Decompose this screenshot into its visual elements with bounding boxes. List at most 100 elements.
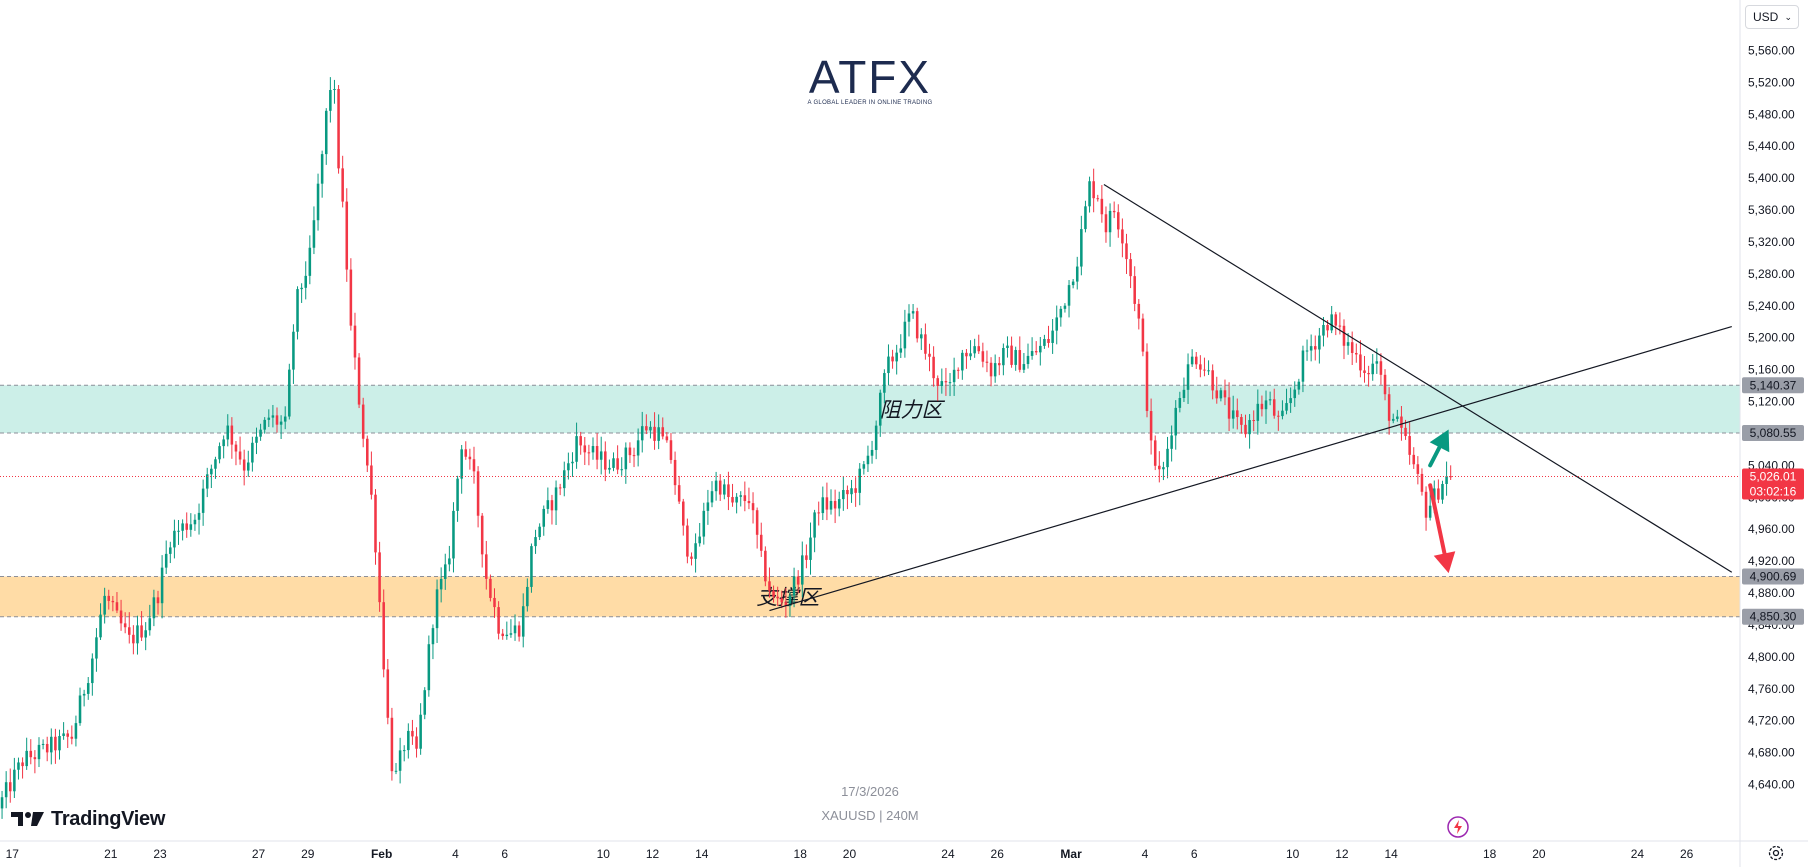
candle xyxy=(850,479,853,503)
candle xyxy=(238,436,242,465)
candle xyxy=(1006,336,1009,358)
candle xyxy=(1059,306,1063,327)
candle xyxy=(911,303,915,319)
tradingview-brand[interactable]: TradingView xyxy=(11,805,165,833)
candle xyxy=(973,338,976,358)
price-tag: 5,080.55 xyxy=(1742,425,1804,442)
candle xyxy=(562,461,566,497)
candle xyxy=(1346,332,1350,355)
lightning-icon[interactable] xyxy=(1446,815,1470,839)
candle xyxy=(1264,390,1268,424)
candle xyxy=(164,540,168,574)
x-tick-label: 4 xyxy=(1142,847,1149,861)
candle xyxy=(1359,340,1362,378)
candle xyxy=(4,771,8,809)
candle xyxy=(501,628,504,640)
candle xyxy=(283,406,287,430)
candle xyxy=(796,570,800,594)
candle xyxy=(604,441,607,482)
x-tick-label: 24 xyxy=(941,847,955,861)
candle xyxy=(698,522,701,547)
candle xyxy=(169,541,172,564)
candle xyxy=(234,441,238,466)
candle xyxy=(214,456,217,479)
candle xyxy=(54,728,57,764)
candle xyxy=(1289,387,1292,413)
x-tick-label: 4 xyxy=(452,847,459,861)
candle xyxy=(739,491,743,507)
candle xyxy=(1112,201,1116,219)
candle xyxy=(1092,168,1095,213)
candle xyxy=(1104,206,1108,243)
candle xyxy=(1231,395,1235,429)
candle xyxy=(690,552,693,566)
candle xyxy=(185,512,188,538)
candle xyxy=(1408,422,1411,465)
candle xyxy=(370,451,373,500)
candle xyxy=(29,739,33,765)
candle xyxy=(751,492,755,524)
gear-icon[interactable] xyxy=(1766,843,1786,863)
candle xyxy=(320,150,324,198)
candle xyxy=(1137,299,1141,330)
candle xyxy=(1071,279,1075,289)
candle xyxy=(887,344,890,386)
candle xyxy=(8,768,12,803)
candle xyxy=(1080,215,1083,276)
candle xyxy=(1043,334,1046,349)
candle xyxy=(1301,345,1305,393)
candle xyxy=(878,389,882,437)
candle xyxy=(837,491,841,517)
candle xyxy=(661,417,665,440)
x-tick-label: 18 xyxy=(1483,847,1497,861)
candle xyxy=(1153,435,1157,471)
candle xyxy=(1117,204,1120,238)
candle xyxy=(304,261,308,300)
arrow-down[interactable] xyxy=(1428,483,1456,574)
x-tick-label: 23 xyxy=(153,847,167,861)
trendline-1[interactable] xyxy=(769,325,1732,612)
candle xyxy=(177,520,180,545)
x-tick-label: 20 xyxy=(1532,847,1546,861)
candle xyxy=(1030,337,1034,360)
currency-select[interactable]: USD ⌄ xyxy=(1745,5,1799,29)
candle xyxy=(1002,343,1005,376)
x-axis-ticks: 17 21 23 27 29 Feb 4 6 10 12 14 18 20 24 26 Mar 4 6 10 12 14… xyxy=(6,847,1694,861)
currency-value: USD xyxy=(1753,10,1779,24)
x-tick-label: 20 xyxy=(843,847,857,861)
y-tick-label: 4,920.00 xyxy=(1748,554,1795,568)
candle xyxy=(111,595,115,612)
candle xyxy=(862,460,866,475)
candle xyxy=(1149,398,1153,455)
candle xyxy=(513,614,517,641)
candle xyxy=(669,432,673,464)
trendline-2[interactable] xyxy=(1103,184,1733,573)
candle xyxy=(275,407,279,433)
candle xyxy=(521,593,525,648)
atfx-logo: ATFX A GLOBAL LEADER IN ONLINE TRADING xyxy=(800,52,940,106)
y-tick-label: 4,640.00 xyxy=(1748,778,1795,792)
candle xyxy=(632,447,636,468)
candle xyxy=(115,592,119,614)
candle xyxy=(846,485,849,510)
candle xyxy=(456,475,459,522)
candle xyxy=(218,442,221,464)
arrow-up[interactable] xyxy=(1428,429,1450,468)
candle xyxy=(718,474,722,501)
candle xyxy=(226,414,230,447)
candle xyxy=(329,77,332,123)
y-tick-label: 4,800.00 xyxy=(1748,650,1795,664)
y-tick-label: 5,120.00 xyxy=(1748,395,1795,409)
candle xyxy=(567,452,570,480)
candle xyxy=(735,493,738,514)
candle xyxy=(127,612,131,644)
candle xyxy=(1391,413,1395,424)
tradingview-logo-icon xyxy=(11,812,44,826)
x-tick-label: 24 xyxy=(1631,847,1645,861)
y-tick-label: 4,880.00 xyxy=(1748,586,1795,600)
candle xyxy=(727,471,730,511)
candle xyxy=(776,586,779,607)
